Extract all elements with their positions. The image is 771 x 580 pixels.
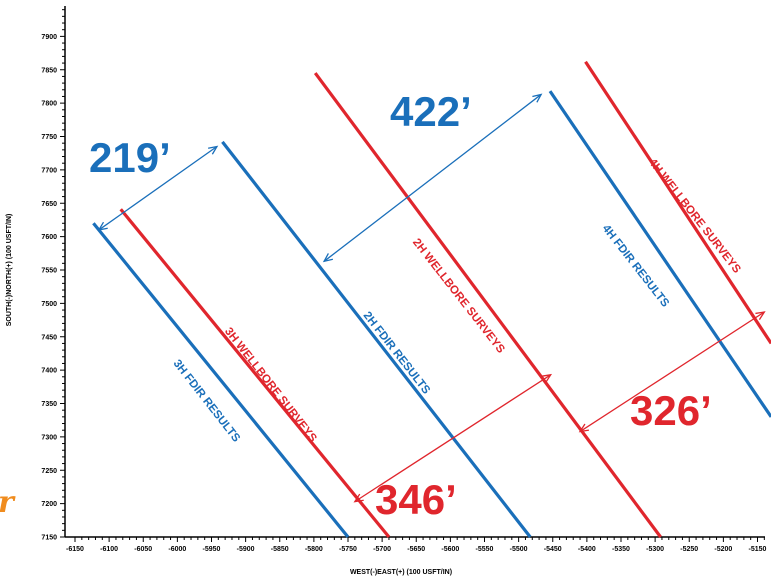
- measurement-arrow: [98, 145, 218, 231]
- x-tick-label: -5800: [305, 546, 323, 553]
- x-tick-label: -5550: [476, 546, 494, 553]
- x-tick-label: -6000: [168, 546, 186, 553]
- x-tick-label: -5650: [407, 546, 425, 553]
- x-axis-title: WEST(-)EAST(+) (100 USFT/IN): [350, 569, 452, 576]
- measurement-arrow: [579, 311, 765, 433]
- y-tick-label: 7650: [41, 201, 57, 208]
- partial-text: r: [0, 485, 16, 520]
- arrow-head: [322, 253, 334, 263]
- series-line-2h-wellbore-surveys: [313, 72, 662, 538]
- x-tick-label: -6050: [134, 546, 152, 553]
- y-tick-label: 7250: [41, 468, 57, 475]
- x-tick-label: -5900: [237, 546, 255, 553]
- series-line-3h-wellbore-surveys: [119, 208, 391, 539]
- y-tick-label: 7200: [41, 501, 57, 508]
- label-4h-wellbore: 4H WELLBORE SURVEYS: [646, 157, 743, 276]
- x-tick-label: -5600: [441, 546, 459, 553]
- x-tick-label: -5950: [203, 546, 221, 553]
- x-tick-label: -5850: [271, 546, 289, 553]
- x-tick-label: -5250: [680, 546, 698, 553]
- distance-label-326: 326’: [630, 387, 712, 434]
- distance-label-346: 346’: [375, 476, 457, 523]
- y-tick-label: 7150: [41, 535, 57, 542]
- measurement-arrow: [354, 374, 552, 503]
- series-line-3h-fdir-results: [92, 222, 350, 539]
- arrow-head: [208, 145, 219, 155]
- x-tick-label: -6150: [66, 546, 84, 553]
- arrow-head: [532, 93, 543, 103]
- x-tick-label: -5450: [544, 546, 562, 553]
- y-tick-label: 7350: [41, 401, 57, 408]
- x-tick-label: -5200: [714, 546, 732, 553]
- y-axis-title: SOUTH(-)NORTH(+) (100 USFT/IN): [6, 214, 13, 327]
- label-2h-fdir: 2H FDIR RESULTS: [361, 310, 433, 397]
- y-tick-label: 7700: [41, 167, 57, 174]
- y-tick-label: 7850: [41, 67, 57, 74]
- y-tick-label: 7550: [41, 268, 57, 275]
- x-tick-label: -5700: [373, 546, 391, 553]
- y-tick-label: 7300: [41, 434, 57, 441]
- y-tick-label: 7400: [41, 368, 57, 375]
- x-tick-label: -6100: [100, 546, 118, 553]
- label-2h-wellbore: 2H WELLBORE SURVEYS: [410, 237, 507, 356]
- y-tick-label: 7900: [41, 34, 57, 41]
- series-line-4h-fdir-results: [548, 90, 771, 418]
- arrow-head: [541, 373, 553, 383]
- series-line-4h-wellbore-surveys: [584, 60, 771, 345]
- distance-label-422: 422’: [390, 88, 472, 135]
- y-tick-label: 7450: [41, 334, 57, 341]
- x-tick-label: -5750: [339, 546, 357, 553]
- label-4h-fdir: 4H FDIR RESULTS: [600, 223, 672, 310]
- y-tick-label: 7800: [41, 101, 57, 108]
- arrow-head: [578, 423, 590, 433]
- measurement-arrow: [323, 93, 542, 262]
- arrow-head: [755, 311, 766, 320]
- arrow-head: [353, 493, 364, 503]
- x-tick-label: -5150: [749, 546, 767, 553]
- series-line-2h-fdir-results: [221, 140, 532, 538]
- label-3h-wellbore: 3H WELLBORE SURVEYS: [222, 326, 319, 445]
- arrow-head: [97, 221, 108, 231]
- x-tick-label: -5500: [510, 546, 528, 553]
- y-tick-label: 7750: [41, 134, 57, 141]
- x-tick-label: -5300: [646, 546, 664, 553]
- x-tick-label: -5350: [612, 546, 630, 553]
- y-tick-label: 7600: [41, 234, 57, 241]
- distance-label-219: 219’: [89, 134, 171, 181]
- label-3h-fdir: 3H FDIR RESULTS: [171, 358, 243, 445]
- y-tick-label: 7500: [41, 301, 57, 308]
- x-tick-label: -5400: [578, 546, 596, 553]
